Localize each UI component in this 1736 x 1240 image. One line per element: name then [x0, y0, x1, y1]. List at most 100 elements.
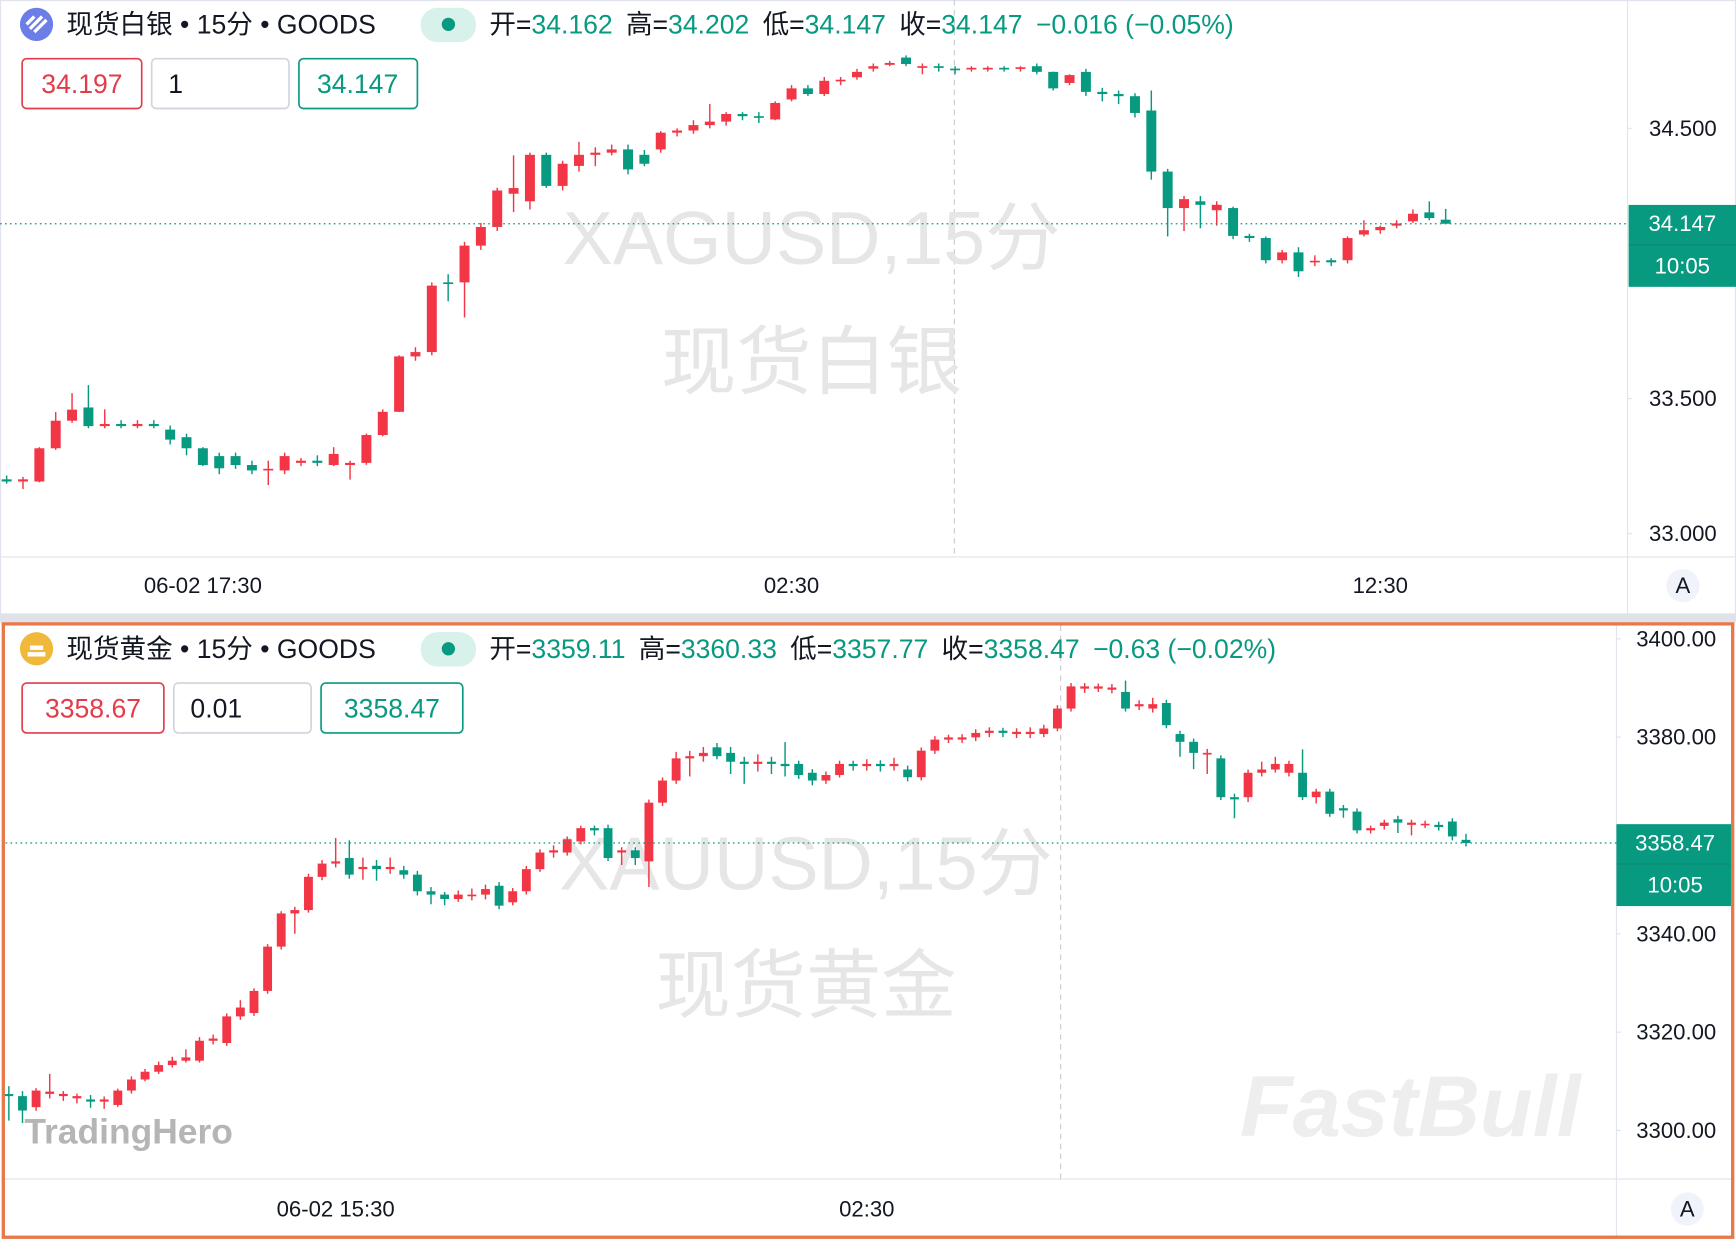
candle-body [901, 57, 912, 65]
ohlc-label: 开= [489, 9, 531, 39]
candle-body [1195, 201, 1206, 205]
candle-body [671, 758, 681, 781]
sell-price: 34.197 [41, 69, 122, 99]
candle-body [377, 411, 388, 436]
candle-body [535, 852, 545, 870]
symbol-title[interactable]: 现货黄金 • 15分 • GOODS [66, 634, 375, 664]
candle-body [1391, 223, 1402, 226]
candle-body [99, 1099, 109, 1102]
watermark: XAGUSD,15分 [563, 196, 1061, 280]
candle-body [903, 769, 913, 778]
candle-body [1025, 731, 1035, 735]
candle-body [440, 894, 450, 900]
candle-body [1113, 94, 1124, 97]
candle-body [1175, 734, 1185, 742]
candle-body [549, 850, 558, 853]
countdown: 10:05 [1647, 873, 1702, 898]
candle-body [18, 479, 28, 482]
candle-body [819, 80, 830, 95]
candle-body [780, 763, 790, 767]
candle-body [848, 763, 858, 767]
candle-body [1048, 71, 1059, 89]
candle-body [1325, 791, 1335, 814]
candle-body [148, 423, 159, 427]
x-tick-label: 12:30 [1353, 573, 1408, 598]
last-price-label: 34.147 [1648, 211, 1716, 236]
candle-body [721, 114, 732, 122]
candle-body [1080, 686, 1090, 689]
candle-body [767, 761, 776, 764]
quantity-input[interactable] [172, 682, 312, 734]
auto-scale-button[interactable] [1666, 569, 1700, 603]
candle-body [208, 1038, 218, 1041]
candle-body [481, 889, 490, 895]
y-tick-label: 3320.00 [1636, 1020, 1716, 1045]
candle-body [1162, 171, 1173, 209]
y-tick-label: 3380.00 [1636, 725, 1716, 750]
symbol-title[interactable]: 现货白银 • 15分 • GOODS [66, 9, 375, 39]
candle-body [1260, 238, 1271, 261]
candle-body [412, 874, 422, 892]
candle-body [331, 861, 341, 864]
candle-body [50, 420, 61, 449]
candle-body [807, 772, 817, 781]
sell-button[interactable] [21, 57, 143, 110]
candle-body [249, 990, 259, 1014]
auto-scale-button[interactable] [1670, 1192, 1704, 1226]
candle-body [1121, 691, 1130, 709]
candle-body [410, 352, 421, 357]
candle-body [72, 1096, 82, 1099]
candle-body [821, 774, 831, 781]
candle-body [573, 154, 584, 166]
candle-body [562, 839, 572, 853]
candle-body [181, 1057, 191, 1061]
candle-body [1080, 71, 1091, 92]
candle-body [426, 891, 436, 895]
candle-body [214, 456, 225, 469]
candle-body [165, 429, 176, 440]
candle-body [372, 865, 381, 870]
candle-body [1375, 226, 1386, 231]
ohlc-label: 收= [942, 634, 984, 664]
buy-button[interactable] [298, 57, 419, 110]
y-tick-label: 34.500 [1649, 116, 1717, 141]
ohlc-value: 34.147 [941, 9, 1022, 39]
candle-body [276, 913, 286, 947]
candle-body [344, 858, 354, 875]
candle-body [290, 910, 300, 914]
candle-body [521, 869, 531, 892]
candle-body [1424, 212, 1435, 219]
buy-button[interactable] [320, 682, 464, 734]
candle-body [195, 1040, 204, 1061]
candle-body [475, 226, 486, 246]
candle-body [672, 130, 683, 133]
candle-body [230, 456, 241, 466]
auto-scale-label: A [1680, 1197, 1695, 1222]
candle-body [630, 850, 640, 859]
candle-body [1039, 728, 1049, 735]
candle-body [950, 68, 961, 71]
candle-body [181, 437, 192, 449]
candle-body [753, 761, 763, 764]
candle-body [930, 739, 940, 751]
candle-body [786, 88, 797, 100]
candle-body [263, 946, 273, 991]
ohlc-label: 开= [489, 634, 531, 664]
candle-body [1309, 260, 1320, 263]
candle-body [1338, 808, 1348, 811]
y-tick-label: 3400.00 [1636, 626, 1716, 651]
candle-body [688, 125, 699, 131]
candle-body [126, 1079, 136, 1091]
candle-body [263, 468, 274, 471]
x-tick-label: 06-02 15:30 [277, 1197, 395, 1222]
candle-body [426, 285, 437, 353]
candle-body [1293, 252, 1304, 272]
candle-body [794, 763, 804, 775]
ohlc-value: 34.162 [531, 9, 612, 39]
y-tick-label: 33.000 [1649, 521, 1717, 546]
sell-button[interactable] [21, 682, 165, 734]
quantity-input[interactable] [150, 57, 290, 110]
candle-body [358, 866, 368, 870]
